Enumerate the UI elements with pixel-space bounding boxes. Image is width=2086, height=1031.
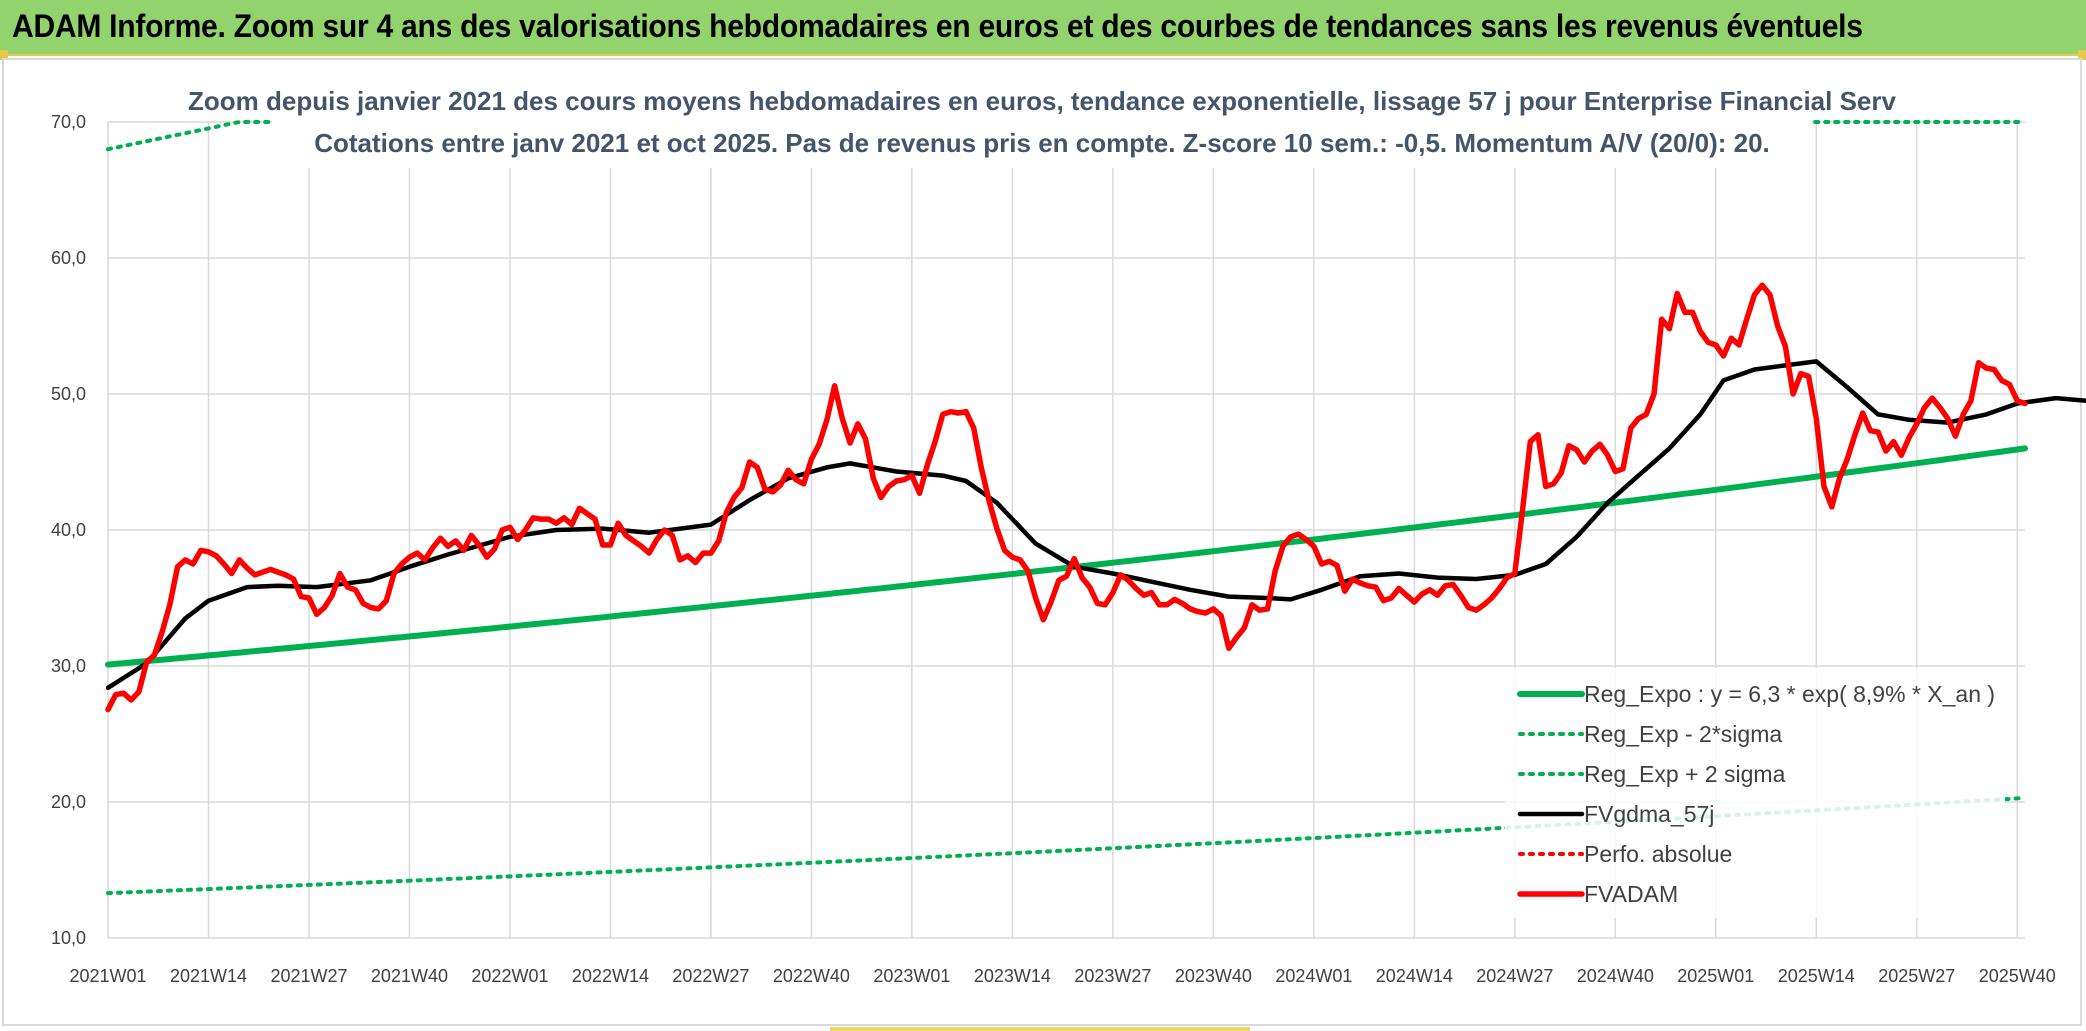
y-tick-label: 20,0	[51, 792, 86, 812]
legend-label: Reg_Exp - 2*sigma	[1584, 721, 1782, 747]
chart-title: Zoom depuis janvier 2021 des cours moyen…	[188, 86, 1896, 116]
x-tick-label: 2024W14	[1376, 966, 1453, 986]
legend: Reg_Expo : y = 6,3 * exp( 8,9% * X_an ) R…	[1505, 668, 2005, 918]
legend-label: FVgdma_57j	[1584, 801, 1714, 827]
title-background	[272, 80, 1812, 168]
x-tick-label: 2022W40	[773, 966, 850, 986]
x-tick-label: 2024W01	[1275, 966, 1352, 986]
y-tick-label: 40,0	[51, 520, 86, 540]
x-tick-label: 2023W27	[1074, 966, 1151, 986]
x-tick-label: 2024W40	[1577, 966, 1654, 986]
legend-label: Reg_Expo : y = 6,3 * exp( 8,9% * X_an )	[1584, 681, 1995, 707]
axis-labels: 10,0 20,0 30,0 40,0 50,0 60,0 70,0 2021W01 2021W…	[51, 112, 2056, 986]
legend-background	[1505, 668, 2005, 918]
frame-edge-bottom	[830, 1027, 1250, 1031]
fvadam-line	[105, 282, 2028, 713]
x-tick-label: 2023W14	[974, 966, 1051, 986]
x-tick-label: 2021W14	[170, 966, 247, 986]
y-tick-label: 10,0	[51, 928, 86, 948]
x-tick-label: 2022W27	[672, 966, 749, 986]
x-tick-label: 2022W14	[572, 966, 649, 986]
x-tick-label: 2025W01	[1677, 966, 1754, 986]
fvgdma-57j-line	[105, 359, 2086, 691]
x-tick-label: 2023W40	[1175, 966, 1252, 986]
x-tick-label: 2021W40	[371, 966, 448, 986]
x-tick-label: 2021W27	[270, 966, 347, 986]
x-tick-label: 2021W01	[69, 966, 146, 986]
chart-subtitle: Cotations entre janv 2021 et oct 2025. P…	[314, 128, 1770, 158]
x-tick-label: 2024W27	[1476, 966, 1553, 986]
y-tick-label: 50,0	[51, 384, 86, 404]
banner-edge-right	[2078, 50, 2086, 60]
y-tick-label: 70,0	[51, 112, 86, 132]
x-tick-label: 2022W01	[471, 966, 548, 986]
banner-edge-left	[0, 50, 8, 60]
y-tick-label: 60,0	[51, 248, 86, 268]
reg-expo-line	[105, 445, 2028, 668]
page-title: ADAM Informe. Zoom sur 4 ans des valoris…	[12, 8, 1863, 44]
x-tick-label: 2025W27	[1878, 966, 1955, 986]
y-tick-label: 30,0	[51, 656, 86, 676]
legend-label: Perfo. absolue	[1584, 841, 1732, 867]
legend-label: Reg_Exp + 2 sigma	[1584, 761, 1786, 787]
x-tick-label: 2025W40	[1979, 966, 2056, 986]
x-tick-label: 2023W01	[873, 966, 950, 986]
x-tick-label: 2025W14	[1778, 966, 1855, 986]
title-banner: ADAM Informe. Zoom sur 4 ans des valoris…	[0, 0, 2086, 56]
legend-label: FVADAM	[1584, 881, 1678, 907]
